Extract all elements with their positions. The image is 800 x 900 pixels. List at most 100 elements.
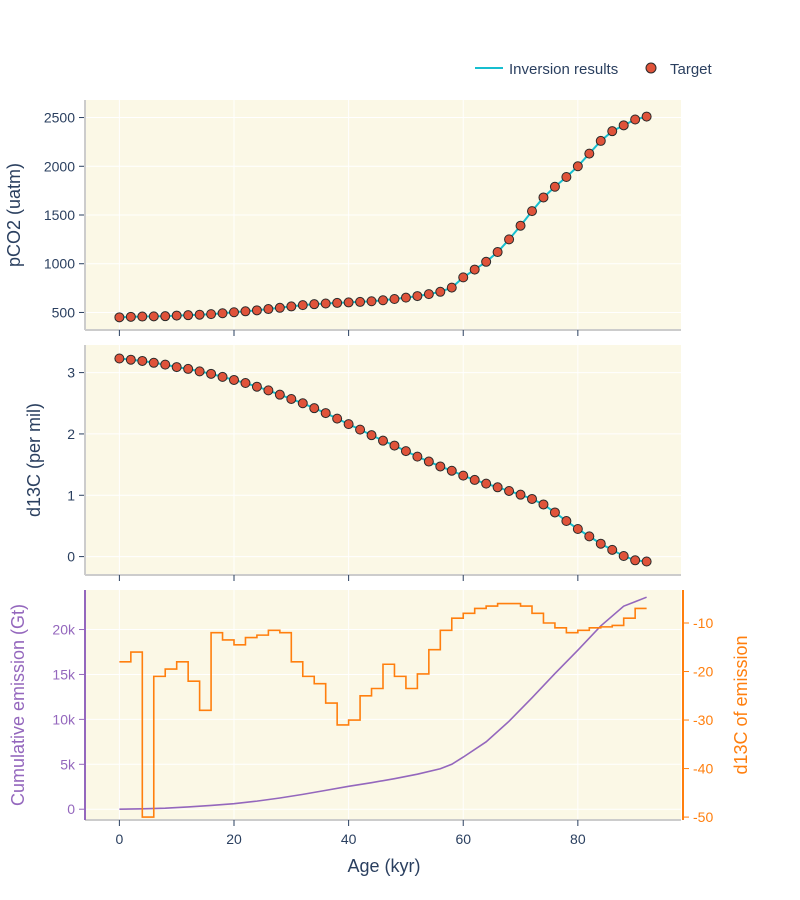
target-point-pco2 <box>458 272 469 283</box>
y-tick-label-emission: 10k <box>52 711 76 727</box>
target-point-d13c <box>160 359 171 370</box>
x-tick-label: 20 <box>226 831 242 847</box>
target-point-pco2 <box>378 295 388 306</box>
target-point-pco2 <box>343 297 354 308</box>
target-point-pco2 <box>527 206 537 217</box>
y2-tick-label: -10 <box>693 615 713 631</box>
series-step-d13c-emission <box>119 602 647 818</box>
target-point-d13c <box>148 357 159 368</box>
target-point-d13c <box>378 435 388 446</box>
target-point-d13c <box>263 385 274 396</box>
target-point-d13c <box>343 419 354 430</box>
target-point-pco2 <box>572 161 583 172</box>
y-tick-label-pco2: 500 <box>52 304 76 320</box>
target-point-pco2 <box>148 311 159 322</box>
y-tick-label-d13c: 1 <box>67 487 75 503</box>
target-point-pco2 <box>183 310 194 321</box>
target-point-pco2 <box>286 301 297 312</box>
panel-pco2: 500 1000 1500 2000 2500 <box>44 100 681 336</box>
target-point-pco2 <box>561 171 572 182</box>
legend: Inversion results Target <box>475 61 713 78</box>
target-point-pco2 <box>320 298 331 309</box>
target-point-d13c <box>114 353 125 364</box>
target-point-d13c <box>355 424 366 435</box>
target-point-pco2 <box>251 305 262 316</box>
target-point-pco2 <box>171 310 182 321</box>
target-point-pco2 <box>114 312 125 323</box>
target-point-d13c <box>309 403 320 414</box>
target-point-d13c <box>217 371 228 382</box>
target-point-d13c <box>206 368 217 379</box>
target-point-pco2 <box>549 181 560 192</box>
target-point-pco2 <box>504 234 515 245</box>
target-point-d13c <box>423 456 434 467</box>
target-point-d13c <box>607 544 618 555</box>
y-tick-label-pco2: 1500 <box>44 207 75 223</box>
target-point-pco2 <box>423 289 434 300</box>
target-point-pco2 <box>297 300 308 311</box>
target-point-pco2 <box>263 304 274 315</box>
target-point-pco2 <box>618 120 629 131</box>
target-point-d13c <box>400 446 411 457</box>
target-point-pco2 <box>584 148 595 159</box>
y-tick-label-emission: 20k <box>52 622 76 638</box>
target-point-d13c <box>458 470 469 481</box>
target-point-d13c <box>183 363 194 374</box>
target-point-pco2 <box>492 247 503 258</box>
x-tick-label: 80 <box>570 831 586 847</box>
target-point-d13c <box>630 555 641 566</box>
target-point-pco2 <box>469 264 480 275</box>
target-point-pco2 <box>229 307 239 318</box>
target-point-d13c <box>435 461 446 472</box>
target-point-pco2 <box>389 294 400 305</box>
target-point-d13c <box>137 355 148 366</box>
target-point-d13c <box>240 378 251 389</box>
y2-axis-title-d13c-emission: d13C of emission <box>731 635 751 774</box>
legend-marker-swatch <box>645 62 657 74</box>
target-point-d13c <box>366 430 377 441</box>
target-point-pco2 <box>355 296 366 307</box>
target-point-pco2 <box>515 220 526 231</box>
target-point-pco2 <box>607 126 618 137</box>
target-point-d13c <box>549 507 560 518</box>
target-point-pco2 <box>206 309 217 320</box>
panel-d13c: 0 1 2 3 <box>67 345 681 581</box>
y-tick-label-pco2: 2500 <box>44 110 75 126</box>
target-point-pco2 <box>125 311 136 322</box>
target-point-d13c <box>527 493 537 504</box>
x-tick-label: 60 <box>455 831 471 847</box>
y2-tick-label: -40 <box>693 761 713 777</box>
target-point-d13c <box>504 485 515 496</box>
panel-emission: 0 5k 10k 15k 20k 0 20 40 60 80 -50 -40 -30 -20 -10 <box>52 590 713 847</box>
series-line-cumulative-emission <box>119 596 647 811</box>
y-tick-label-d13c: 0 <box>67 549 75 565</box>
x-tick-label: 0 <box>115 831 123 847</box>
y2-tick-label: -50 <box>693 809 713 825</box>
target-point-d13c <box>297 398 308 409</box>
target-point-d13c <box>538 499 549 510</box>
x-tick-label: 40 <box>341 831 357 847</box>
target-point-pco2 <box>137 311 148 322</box>
target-point-d13c <box>412 451 423 462</box>
target-point-pco2 <box>412 291 423 302</box>
legend-label-inversion-results: Inversion results <box>509 61 618 78</box>
target-point-d13c <box>274 389 285 400</box>
target-point-pco2 <box>595 135 606 146</box>
target-point-d13c <box>641 556 652 567</box>
target-point-pco2 <box>194 309 205 320</box>
y-axis-title-d13c: d13C (per mil) <box>24 403 44 517</box>
target-point-d13c <box>561 516 572 527</box>
target-point-d13c <box>194 366 205 377</box>
target-point-d13c <box>286 393 297 404</box>
y-tick-label-emission: 5k <box>60 756 76 772</box>
target-point-d13c <box>572 524 583 534</box>
target-point-pco2 <box>217 308 228 319</box>
target-point-d13c <box>251 381 262 392</box>
target-point-d13c <box>492 482 503 493</box>
y-tick-label-emission: 15k <box>52 666 76 682</box>
y-axis-title-pco2: pCO2 (uatm) <box>4 163 24 267</box>
y-axis-title-cumulative-emission: Cumulative emission (Gt) <box>8 604 28 806</box>
y-tick-label-emission: 0 <box>67 801 75 817</box>
legend-label-target: Target <box>670 61 713 78</box>
